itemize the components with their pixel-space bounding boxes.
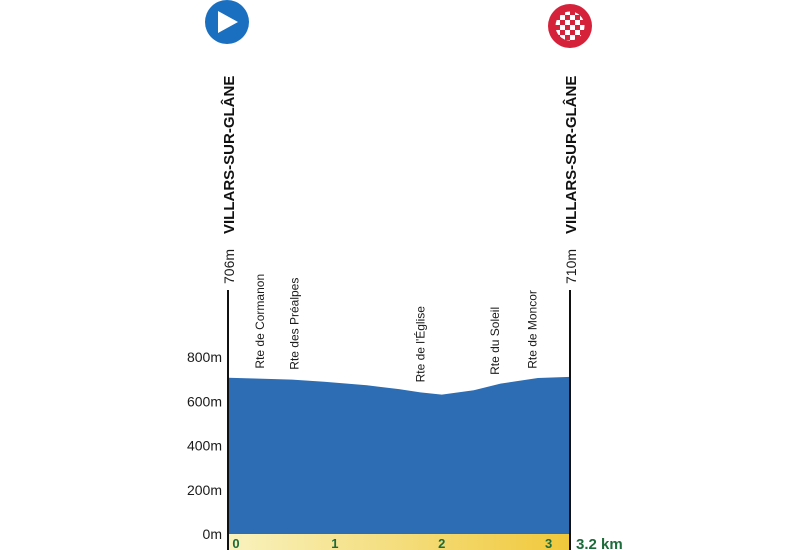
street-annotations: Rte de Cormanon Rte des Préalpes Rte de … xyxy=(253,274,539,383)
finish-label-group: 710m VILLARS-SUR-GLÂNE xyxy=(562,76,580,284)
y-tick-label: 200m xyxy=(187,482,222,498)
elevation-area xyxy=(228,376,570,534)
finish-elevation-label: 710m xyxy=(563,249,579,284)
street-label: Rte de Cormanon xyxy=(253,274,267,369)
start-elevation-label: 706m xyxy=(221,249,237,284)
x-axis-ticks: 0 1 2 3 xyxy=(232,536,552,550)
x-tick-label: 3 xyxy=(545,536,552,550)
x-tick-label: 2 xyxy=(438,536,445,550)
y-tick-label: 400m xyxy=(187,438,222,454)
play-start-icon xyxy=(205,0,249,44)
start-label-group: 706m VILLARS-SUR-GLÂNE xyxy=(220,76,238,284)
start-town-label: VILLARS-SUR-GLÂNE xyxy=(220,76,238,234)
y-tick-label: 600m xyxy=(187,393,222,409)
y-tick-label: 0m xyxy=(203,526,222,542)
total-distance-label: 3.2 km xyxy=(576,536,623,550)
x-tick-label: 0 xyxy=(232,536,239,550)
street-label: Rte des Préalpes xyxy=(287,278,301,370)
x-tick-label: 1 xyxy=(331,536,338,550)
y-axis-ticks: 0m 200m 400m 600m 800m xyxy=(187,349,222,542)
street-label: Rte de l'Église xyxy=(412,306,427,383)
finish-town-label: VILLARS-SUR-GLÂNE xyxy=(562,76,580,234)
y-tick-label: 800m xyxy=(187,349,222,365)
distance-baseline-band xyxy=(228,534,570,550)
checkered-flag-finish-icon xyxy=(548,4,592,48)
street-label: Rte du Soleil xyxy=(488,307,502,375)
street-label: Rte de Moncor xyxy=(526,290,540,369)
